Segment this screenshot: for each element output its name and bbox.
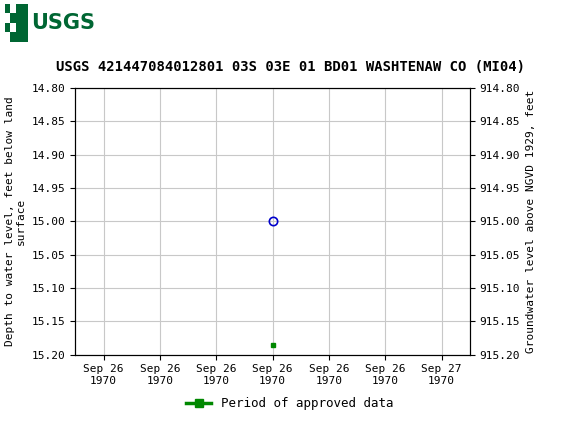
Legend: Period of approved data: Period of approved data [181,392,399,415]
Bar [5,13,10,22]
Bar [10,22,16,32]
Text: USGS 421447084012801 03S 03E 01 BD01 WASHTENAW CO (MI04): USGS 421447084012801 03S 03E 01 BD01 WAS… [56,60,524,74]
Bar [5,3,28,42]
Bar [5,32,10,42]
Bar [10,3,16,13]
Y-axis label: Depth to water level, feet below land
surface: Depth to water level, feet below land su… [5,97,26,346]
Text: USGS: USGS [31,12,95,33]
Bar [5,22,10,32]
Y-axis label: Groundwater level above NGVD 1929, feet: Groundwater level above NGVD 1929, feet [525,90,535,353]
Bar [10,13,16,22]
Bar [5,3,10,13]
Bar [5,3,95,42]
Bar [10,32,16,42]
